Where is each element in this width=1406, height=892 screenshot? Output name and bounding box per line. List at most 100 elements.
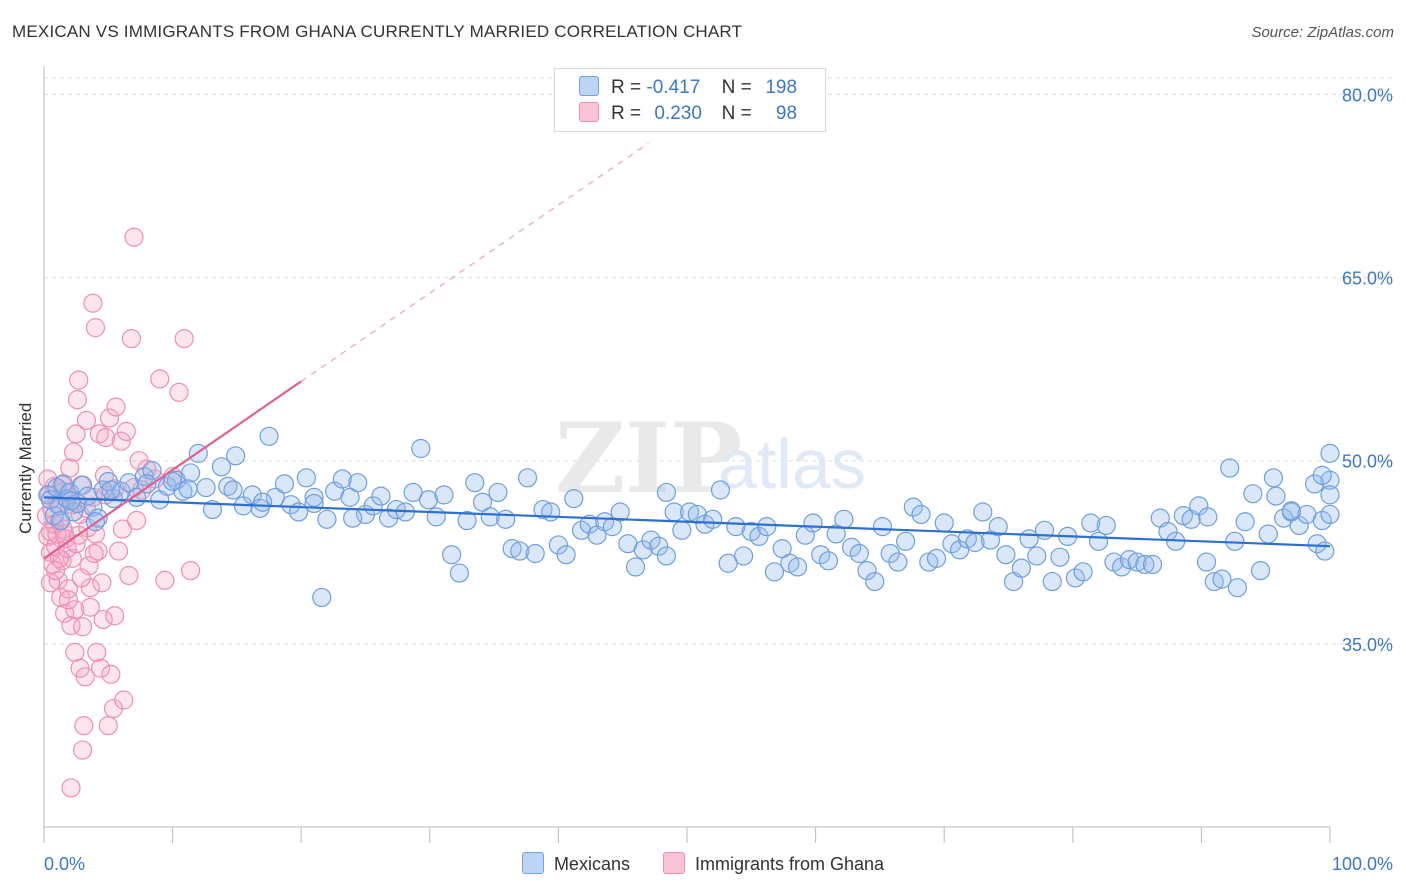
y-tick-label-2: 65.0% <box>1342 269 1393 289</box>
mexican-point <box>1127 552 1147 572</box>
y-tick-label-0: 35.0% <box>1342 635 1393 655</box>
legend-row-mexicans: R = -0.417 N = 198 <box>579 76 797 100</box>
mexican-point <box>304 487 324 507</box>
mexican-point <box>332 469 352 489</box>
mexican-point <box>88 508 108 528</box>
mexican-point <box>787 557 808 577</box>
ghana-point <box>155 570 175 590</box>
mexican-point <box>101 480 121 500</box>
mexican-point <box>548 535 569 555</box>
mexican-point <box>218 476 238 496</box>
ghana-point <box>116 421 136 442</box>
mexican-point <box>911 504 931 525</box>
ghana-trend-line <box>43 380 302 560</box>
mexican-point <box>226 446 246 466</box>
ghana-point <box>124 227 144 247</box>
mexican-point <box>625 557 646 577</box>
ghana-point <box>101 664 121 684</box>
mexican-point <box>1088 531 1109 551</box>
mexican-point <box>896 531 916 551</box>
mexican-point <box>480 507 500 527</box>
ghana-point <box>98 716 118 736</box>
mexican-point <box>973 502 993 522</box>
mexican-point <box>610 502 630 522</box>
bottom-legend-label-ghana: Immigrants from Ghana <box>694 854 885 874</box>
mexican-point <box>1227 578 1248 598</box>
ghana-point <box>105 606 125 626</box>
mexican-point <box>811 545 831 565</box>
legend-r-value-ghana: 0.230 <box>654 103 702 124</box>
ghana-point <box>74 716 94 736</box>
mexican-point <box>296 468 316 488</box>
mexican-point <box>1096 515 1116 536</box>
legend-r-label: R = <box>611 103 642 124</box>
mexican-point <box>253 492 273 512</box>
mexican-point <box>496 509 516 529</box>
legend-swatch-mexicans <box>579 76 599 96</box>
mexican-point <box>556 545 576 565</box>
legend-row-ghana: R = 0.230 N = 98 <box>579 102 797 126</box>
mexican-point <box>641 530 661 550</box>
mexican-point <box>196 477 216 498</box>
y-tick-label-3: 80.0% <box>1342 85 1393 105</box>
mexican-point <box>857 560 877 581</box>
mexican-point <box>1011 558 1031 578</box>
mexican-point <box>1050 547 1070 567</box>
ghana-point <box>87 642 107 663</box>
mexican-point <box>317 509 337 529</box>
ghana-point <box>69 370 89 390</box>
mexican-point <box>541 502 561 522</box>
mexican-point <box>988 517 1008 537</box>
mexican-point <box>371 486 391 506</box>
mexican-point <box>1320 443 1340 463</box>
ghana-point <box>174 329 194 349</box>
x-tick-labels: 0.0% 100.0% <box>44 854 1393 874</box>
mexican-point <box>312 587 332 608</box>
legend-r-label: R = <box>611 77 642 98</box>
mexican-point <box>434 485 454 505</box>
ghana-point <box>181 560 201 581</box>
mexican-point <box>818 551 839 571</box>
ghana-point <box>61 778 81 798</box>
mexican-point <box>426 507 446 527</box>
ghana-point <box>67 390 88 410</box>
mexican-point <box>517 468 538 488</box>
mexican-points <box>38 426 1340 608</box>
ghana-point <box>99 408 120 428</box>
mexican-point <box>1250 560 1271 581</box>
mexican-point <box>888 552 908 572</box>
ghana-point <box>85 318 106 338</box>
mexican-point <box>1073 562 1093 582</box>
mexican-point <box>757 517 777 537</box>
mexican-point <box>1135 554 1155 575</box>
mexican-point <box>1312 465 1332 485</box>
mexican-point <box>903 497 923 517</box>
mexican-point <box>1281 501 1302 521</box>
mexican-point <box>710 480 731 500</box>
mexican-point <box>564 488 584 509</box>
bottom-legend-ghana: Immigrants from Ghana <box>662 852 885 875</box>
mexican-point <box>51 510 71 531</box>
mexican-point <box>1198 507 1218 527</box>
axes <box>43 66 1331 843</box>
y-tick-label-1: 50.0% <box>1342 452 1393 472</box>
mexican-point <box>173 481 193 501</box>
mexican-point <box>343 508 363 528</box>
mexican-point <box>1312 510 1332 531</box>
watermark-zip: ZIP <box>555 402 742 515</box>
ghana-point <box>63 442 84 462</box>
mexican-point <box>834 509 854 529</box>
mexican-point <box>502 539 522 559</box>
y-tick-labels: 35.0% 50.0% 65.0% 80.0% <box>1342 85 1393 654</box>
mexican-point <box>672 520 692 540</box>
watermark: ZIP atlas <box>555 402 866 515</box>
mexican-point <box>656 546 677 566</box>
legend-n-value-ghana: 98 <box>775 103 798 124</box>
mexican-point <box>872 517 893 537</box>
mexican-point <box>1266 486 1286 506</box>
mexican-point <box>181 463 201 483</box>
mexican-point <box>1307 534 1327 554</box>
mexican-point <box>1204 571 1224 592</box>
legend-box: R = -0.417 N = 198 R = 0.230 N = 98 <box>554 68 826 132</box>
